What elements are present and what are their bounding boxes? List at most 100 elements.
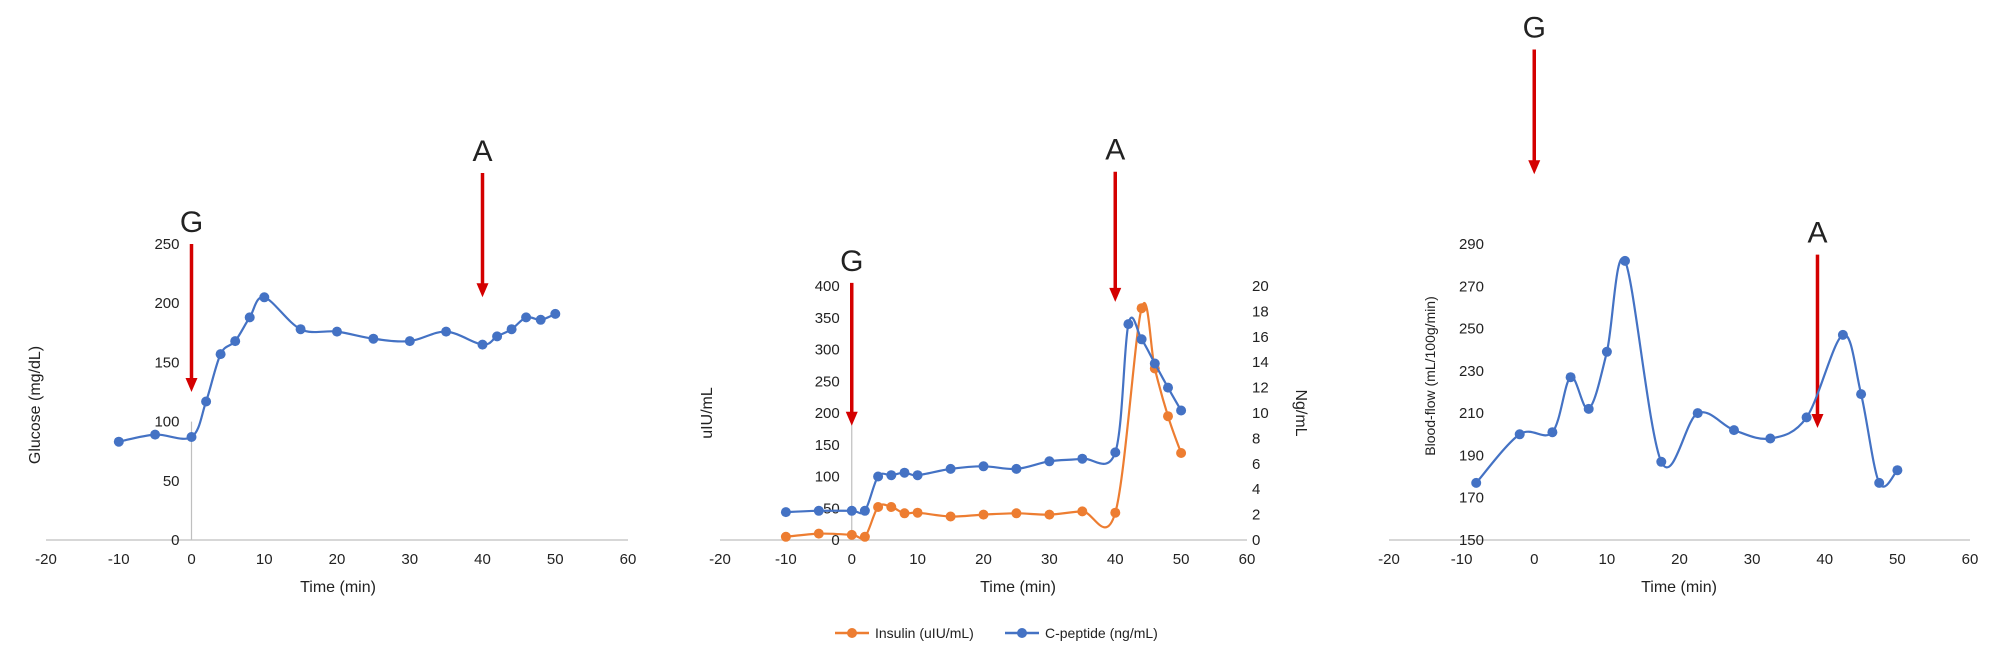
bloodflow-x-tick-label: 50 bbox=[1889, 551, 1906, 568]
glucose-series-1-line bbox=[118, 296, 556, 443]
bloodflow-marker-g-label: G bbox=[1523, 11, 1546, 44]
glucose-marker-a-arrow-head bbox=[476, 283, 489, 298]
bloodflow-series-1-point bbox=[1837, 329, 1848, 340]
glucose-x-tick-label: -10 bbox=[108, 551, 130, 568]
insulin-y2-tick-label: 10 bbox=[1252, 405, 1269, 422]
bloodflow-x-tick-label: 40 bbox=[1816, 551, 1833, 568]
bloodflow-series-1-point bbox=[1547, 427, 1558, 438]
bloodflow-x-tick-label: -10 bbox=[1451, 551, 1473, 568]
insulin-marker-a-label: A bbox=[1105, 134, 1125, 167]
insulin-y2-tick-label: 2 bbox=[1252, 507, 1260, 524]
insulin-x-tick-label: 50 bbox=[1173, 551, 1190, 568]
glucose-x-tick-label: 0 bbox=[187, 551, 195, 568]
bloodflow-y-tick-label: 210 bbox=[1459, 405, 1484, 422]
glucose-series-1-point bbox=[506, 324, 517, 335]
bloodflow-series-1-point bbox=[1892, 465, 1903, 476]
insulin-cpeptide-chart: Time (min) uIU/mL Ng/mL -20 -10 0 10 20 30 40 5… bbox=[699, 134, 1309, 596]
insulin-series-1-point bbox=[912, 507, 923, 518]
glucose-x-tick-label: 50 bbox=[547, 551, 564, 568]
insulin-x-tick-label: 40 bbox=[1107, 551, 1124, 568]
insulin-series-2-line bbox=[785, 316, 1183, 515]
insulin-series-2-point bbox=[873, 471, 884, 482]
insulin-y2-tick-label: 14 bbox=[1252, 354, 1269, 371]
insulin-y-tick-label: 400 bbox=[815, 278, 840, 295]
insulin-series-1-point bbox=[1163, 411, 1173, 422]
bloodflow-series-1-point bbox=[1801, 412, 1812, 423]
insulin-y-tick-label: 250 bbox=[815, 373, 840, 390]
glucose-series-1-point bbox=[550, 308, 561, 319]
bloodflow-y-tick-label: 290 bbox=[1459, 236, 1484, 253]
glucose-series-1-point bbox=[244, 312, 255, 323]
insulin-y-tick-label: 300 bbox=[815, 342, 840, 359]
glucose-y-tick-label: 250 bbox=[154, 236, 179, 253]
bloodflow-x-tick-label: 60 bbox=[1962, 551, 1979, 568]
insulin-series-2-point bbox=[780, 507, 791, 518]
insulin-series-1-point bbox=[1176, 448, 1187, 458]
insulin-series-1-point bbox=[780, 531, 791, 542]
glucose-y-axis-title: Glucose (mg/dL) bbox=[27, 346, 44, 464]
glucose-series-1-point bbox=[521, 312, 532, 323]
insulin-x-axis-title: Time (min) bbox=[980, 579, 1056, 596]
insulin-series-1-point bbox=[846, 529, 857, 540]
insulin-series-1-point bbox=[886, 502, 897, 512]
bloodflow-series-1-point bbox=[1583, 403, 1594, 414]
insulin-series-2-point bbox=[1077, 453, 1088, 464]
bloodflow-series-1-line bbox=[1475, 257, 1899, 488]
insulin-series-2-point bbox=[886, 470, 897, 481]
bloodflow-y-tick-label: 170 bbox=[1459, 490, 1484, 507]
bloodflow-x-axis-title: Time (min) bbox=[1641, 579, 1717, 596]
glucose-x-tick-label: 60 bbox=[620, 551, 637, 568]
bloodflow-series-1-point bbox=[1565, 372, 1576, 383]
insulin-series-1-point bbox=[813, 528, 824, 539]
glucose-y-tick-label: 150 bbox=[154, 354, 179, 371]
bloodflow-marker-a-arrow-head bbox=[1811, 413, 1824, 428]
insulin-series-1-point bbox=[978, 509, 989, 520]
glucose-y-tick-label: 100 bbox=[154, 414, 179, 431]
insulin-series-2-point bbox=[1163, 382, 1173, 393]
insulin-y2-tick-label: 8 bbox=[1252, 430, 1260, 447]
insulin-x-tick-label: 20 bbox=[975, 551, 992, 568]
insulin-y-tick-label: 100 bbox=[815, 469, 840, 486]
insulin-series-1-point bbox=[899, 508, 910, 519]
glucose-marker-g-arrow-head bbox=[185, 378, 198, 392]
insulin-y2-tick-label: 16 bbox=[1252, 329, 1269, 346]
glucose-series-1-point bbox=[230, 336, 241, 347]
glucose-marker-a-label: A bbox=[472, 135, 492, 168]
glucose-x-tick-label: 40 bbox=[474, 551, 491, 568]
glucose-chart: Time (min) Glucose (mg/dL) -20 -10 0 10 20 30… bbox=[27, 135, 636, 596]
insulin-y-axis-title: uIU/mL bbox=[699, 387, 716, 439]
insulin-series-2-point bbox=[1136, 334, 1147, 345]
bloodflow-series-1-point bbox=[1729, 425, 1739, 436]
bloodflow-x-tick-label: -20 bbox=[1378, 551, 1400, 568]
insulin-y-tick-label: 50 bbox=[823, 500, 840, 517]
glucose-x-tick-label: 30 bbox=[401, 551, 418, 568]
insulin-series-1-point bbox=[873, 502, 884, 512]
insulin-y2-tick-label: 0 bbox=[1252, 532, 1260, 549]
bloodflow-y-tick-label: 270 bbox=[1459, 278, 1484, 295]
bloodflow-x-tick-label: 30 bbox=[1744, 551, 1761, 568]
insulin-series-1-point bbox=[1044, 509, 1055, 520]
glucose-series-1-point bbox=[215, 349, 226, 360]
insulin-series-2-point bbox=[1011, 463, 1022, 474]
insulin-y-tick-label: 350 bbox=[815, 310, 840, 327]
glucose-series-1-point bbox=[332, 326, 342, 337]
bloodflow-marker-g-arrow-head bbox=[1528, 160, 1541, 175]
insulin-series-1-line bbox=[785, 302, 1183, 540]
legend-cpeptide-label: C-peptide (ng/mL) bbox=[1045, 625, 1158, 641]
insulin-x-tick-label: 30 bbox=[1041, 551, 1058, 568]
bloodflow-series-1-point bbox=[1874, 477, 1885, 488]
glucose-series-1-point bbox=[113, 436, 124, 447]
glucose-series-1-point bbox=[150, 429, 161, 440]
bloodflow-x-tick-label: 20 bbox=[1671, 551, 1688, 568]
glucose-marker-g-label: G bbox=[180, 206, 203, 239]
bloodflow-y-tick-label: 250 bbox=[1459, 321, 1484, 338]
bloodflow-y-tick-label: 190 bbox=[1459, 447, 1484, 464]
legend-cpeptide-marker bbox=[1017, 628, 1027, 638]
insulin-x-tick-label: 60 bbox=[1239, 551, 1256, 568]
blood-flow-chart: Time (min) Blood-flow (mL/100g/min) -20 -… bbox=[1378, 11, 1978, 596]
insulin-y2-tick-label: 6 bbox=[1252, 456, 1260, 473]
insulin-series-2-point bbox=[846, 505, 857, 516]
legend: Insulin (uIU/mL) C-peptide (ng/mL) bbox=[835, 625, 1158, 641]
insulin-series-2-point bbox=[859, 505, 870, 516]
legend-insulin-marker bbox=[847, 628, 857, 638]
